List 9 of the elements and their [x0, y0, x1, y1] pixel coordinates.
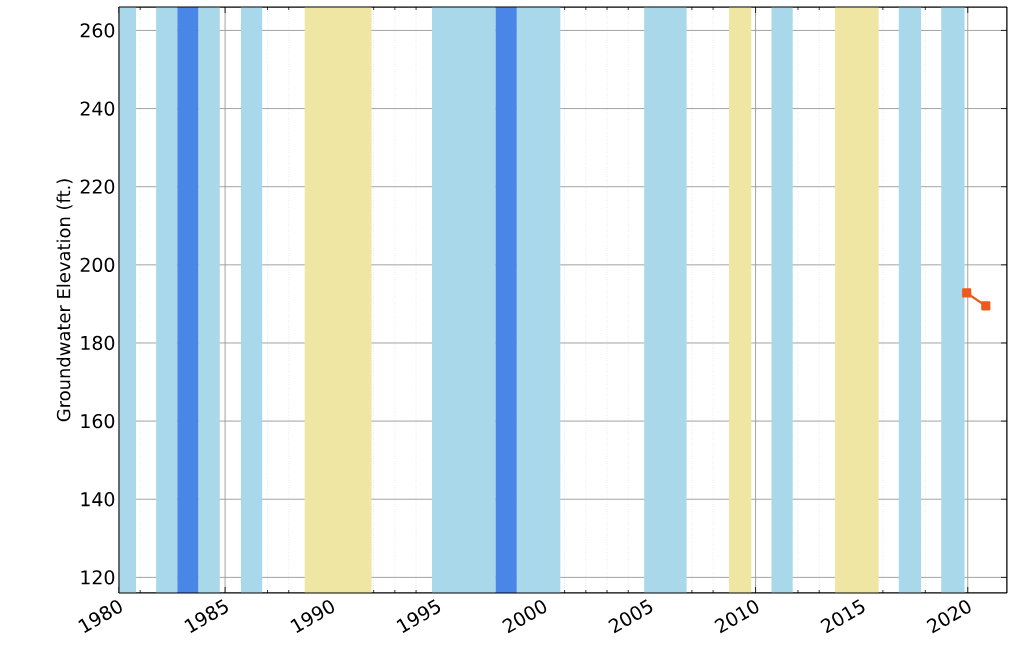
- y-tick-label: 180: [81, 335, 115, 351]
- y-tick-label: 240: [80, 101, 115, 116]
- y-tick-label: 120: [81, 570, 115, 585]
- y-tick-label: 260: [80, 23, 115, 38]
- y-tick-label: 200: [80, 257, 115, 272]
- y-axis-title: Groundwater Elevation (ft.): [56, 179, 73, 422]
- y-tick-label: 160: [81, 413, 115, 429]
- y-tick-label: 140: [81, 492, 115, 507]
- y-tick-label: 220: [80, 179, 115, 194]
